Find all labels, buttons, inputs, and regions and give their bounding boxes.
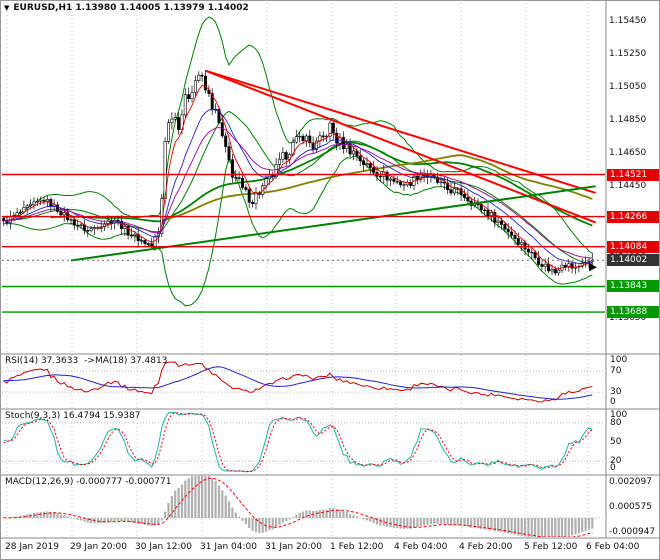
macd-signal-line xyxy=(3,477,593,537)
rsi-ma-label: ->MA(18) 37.4813 xyxy=(84,356,168,366)
bollinger-lower-line xyxy=(3,155,593,307)
ma-slow-line xyxy=(3,127,593,259)
stoch-label: Stoch(9,3,3) 16.4794 15.9387 xyxy=(5,411,141,421)
ma-fast-line xyxy=(3,84,593,270)
macd-layer xyxy=(2,476,594,537)
main-chart-layer xyxy=(2,16,605,313)
bollinger-upper-line xyxy=(3,16,593,254)
stoch-signal-line xyxy=(3,412,593,473)
stoch-layer xyxy=(3,411,593,473)
macd-label: MACD(12,26,9) -0.000777 -0.000771 xyxy=(5,477,172,487)
ma-longer-line xyxy=(164,154,593,221)
macd-header: MACD(12,26,9) -0.000777 -0.000771 xyxy=(5,477,171,487)
rsi-layer xyxy=(3,361,593,403)
trend-line[interactable] xyxy=(205,69,597,224)
trend-line[interactable] xyxy=(205,69,596,194)
stoch-header: Stoch(9,3,3) 16.4794 15.9387 xyxy=(5,411,140,421)
rsi-ma-line xyxy=(3,366,593,400)
ma-mid-line xyxy=(3,109,593,264)
rsi-line xyxy=(3,361,593,403)
rsi-label: RSI(14) 37.3633 xyxy=(5,356,79,366)
price-axis[interactable] xyxy=(606,1,659,538)
trend-line[interactable] xyxy=(70,185,596,262)
rsi-header: RSI(14) 37.3633 ->MA(18) 37.4813 xyxy=(5,356,167,366)
symbol-header: ▼ EURUSD,H1 1.13980 1.14005 1.13979 1.14… xyxy=(4,3,249,13)
ma-long-line xyxy=(50,140,593,227)
time-axis[interactable] xyxy=(1,539,659,559)
stoch-main-line xyxy=(3,411,593,473)
chart-dropdown-icon[interactable]: ▼ xyxy=(4,3,10,12)
chart-end-marker-icon xyxy=(589,263,597,272)
symbol-ohlc-text: EURUSD,H1 1.13980 1.14005 1.13979 1.1400… xyxy=(13,3,249,13)
